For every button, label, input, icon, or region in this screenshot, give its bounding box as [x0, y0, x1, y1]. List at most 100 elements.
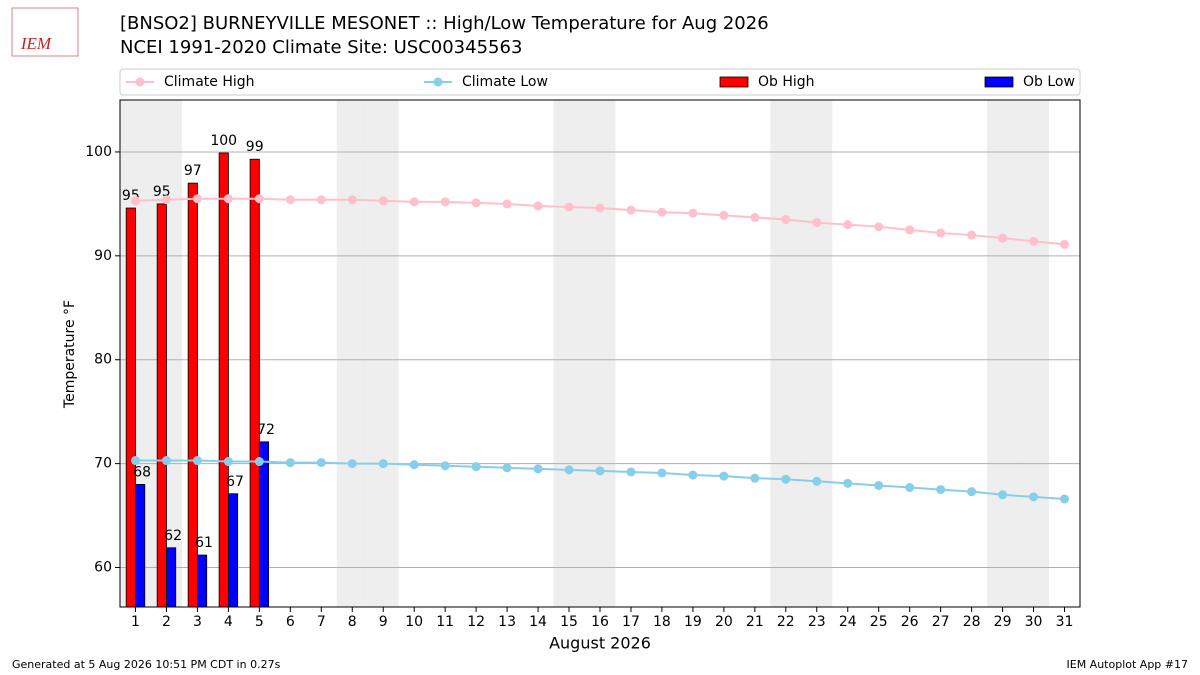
line-marker: [626, 467, 636, 477]
x-tick-label: 3: [193, 614, 202, 630]
line-marker: [378, 196, 388, 206]
line-marker: [688, 470, 698, 480]
line-marker: [161, 456, 171, 466]
chart-subtitle: NCEI 1991-2020 Climate Site: USC00345563: [120, 37, 522, 58]
line-marker: [378, 459, 388, 469]
legend-label: Climate Low: [462, 74, 548, 90]
data-label: 68: [133, 464, 151, 480]
x-tick-label: 28: [963, 614, 981, 630]
line-marker: [564, 465, 574, 475]
line-marker: [440, 197, 450, 207]
line-marker: [502, 463, 512, 473]
line-marker: [1029, 236, 1039, 246]
line-marker: [254, 457, 264, 467]
legend-label: Ob High: [758, 74, 815, 90]
line-marker: [409, 460, 419, 470]
line-marker: [440, 461, 450, 471]
line-marker: [192, 456, 202, 466]
line-marker: [781, 214, 791, 224]
line-marker: [223, 457, 233, 467]
weekend-shade: [367, 100, 399, 607]
x-tick-label: 5: [255, 614, 264, 630]
line-marker: [688, 208, 698, 218]
bar: [227, 493, 239, 608]
chart-title: [BNSO2] BURNEYVILLE MESONET :: High/Low …: [120, 13, 769, 34]
x-tick-label: 20: [715, 614, 733, 630]
line-marker: [657, 468, 667, 478]
data-label: 99: [246, 139, 264, 155]
x-tick-label: 21: [746, 614, 764, 630]
line-marker: [657, 207, 667, 217]
line-marker: [223, 194, 233, 204]
line-marker: [874, 222, 884, 232]
plot-frame: [119, 99, 1081, 608]
footer-right: IEM Autoplot App #17: [1067, 658, 1189, 671]
bar: [135, 484, 146, 608]
line-marker: [347, 195, 357, 205]
line-marker: [967, 487, 977, 497]
y-axis-label: Temperature °F: [62, 300, 78, 409]
x-tick-label: 26: [901, 614, 919, 630]
line-marker: [905, 225, 915, 235]
line-marker: [843, 478, 853, 488]
x-axis-label: August 2026: [549, 634, 651, 653]
legend-label: Ob Low: [1023, 74, 1075, 90]
x-tick-label: 25: [870, 614, 888, 630]
line-marker: [192, 194, 202, 204]
line-marker: [533, 201, 543, 211]
line-marker: [998, 233, 1008, 243]
bar: [249, 158, 260, 608]
data-label: 62: [164, 528, 182, 544]
weekend-shade: [584, 100, 616, 607]
line-marker: [812, 218, 822, 228]
line-marker: [781, 474, 791, 484]
line-marker: [595, 466, 605, 476]
line-marker: [471, 462, 481, 472]
x-tick-label: 22: [777, 614, 795, 630]
x-tick-label: 24: [839, 614, 857, 630]
legend-label: Climate High: [164, 74, 255, 90]
line-marker: [564, 202, 574, 212]
data-label: 67: [226, 474, 244, 490]
line-marker: [285, 458, 295, 468]
y-tick-label: 100: [85, 144, 112, 160]
x-tick-label: 12: [467, 614, 485, 630]
weekend-shade: [987, 100, 1019, 607]
x-tick-label: 6: [286, 614, 295, 630]
x-tick-label: 27: [932, 614, 950, 630]
x-tick-label: 1: [131, 614, 140, 630]
x-tick-label: 9: [379, 614, 388, 630]
x-tick-label: 16: [591, 614, 609, 630]
line-marker: [905, 483, 915, 493]
line-marker: [254, 194, 264, 204]
x-tick-label: 2: [162, 614, 171, 630]
line-marker: [936, 228, 946, 238]
line-marker: [471, 198, 481, 208]
legend-swatch: [984, 76, 1014, 88]
bar: [197, 554, 208, 608]
x-tick-label: 17: [622, 614, 640, 630]
line-marker: [750, 473, 760, 483]
x-tick-label: 8: [348, 614, 357, 630]
line-marker: [998, 490, 1008, 500]
line-marker: [936, 485, 946, 495]
line-marker: [161, 195, 171, 205]
x-tick-label: 4: [224, 614, 233, 630]
logo-outline: [11, 7, 79, 57]
bar: [156, 203, 167, 608]
weekend-shade: [553, 100, 585, 607]
line-marker: [502, 199, 512, 209]
line-marker: [130, 196, 140, 206]
x-tick-label: 14: [529, 614, 547, 630]
bar: [218, 152, 229, 608]
weekend-shade: [770, 100, 802, 607]
line-marker: [1029, 492, 1039, 502]
line-marker: [719, 471, 729, 481]
legend-swatch: [433, 77, 443, 87]
bar: [166, 547, 177, 608]
line-marker: [843, 220, 853, 230]
legend-box: [119, 68, 1081, 96]
x-tick-label: 18: [653, 614, 671, 630]
x-tick-label: 10: [405, 614, 423, 630]
y-tick-label: 90: [94, 248, 112, 264]
